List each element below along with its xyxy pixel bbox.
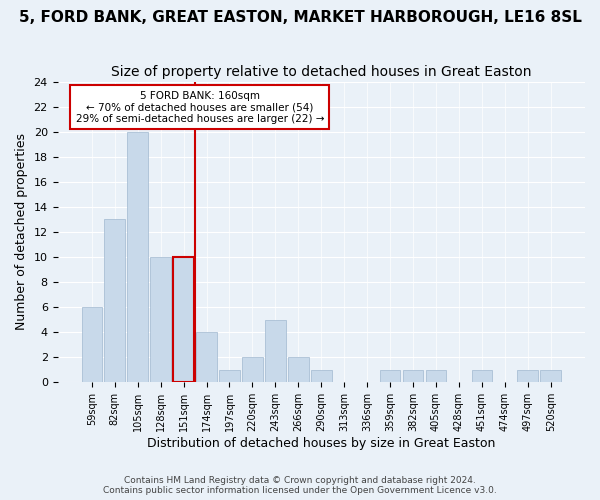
Text: Contains HM Land Registry data © Crown copyright and database right 2024.
Contai: Contains HM Land Registry data © Crown c… xyxy=(103,476,497,495)
Bar xyxy=(196,332,217,382)
Y-axis label: Number of detached properties: Number of detached properties xyxy=(15,134,28,330)
Title: Size of property relative to detached houses in Great Easton: Size of property relative to detached ho… xyxy=(111,65,532,79)
Bar xyxy=(288,358,308,382)
X-axis label: Distribution of detached houses by size in Great Easton: Distribution of detached houses by size … xyxy=(147,437,496,450)
Bar xyxy=(425,370,446,382)
Bar xyxy=(265,320,286,382)
Bar xyxy=(82,307,102,382)
Bar xyxy=(127,132,148,382)
Bar xyxy=(541,370,561,382)
Bar xyxy=(472,370,492,382)
Bar xyxy=(219,370,240,382)
Bar xyxy=(403,370,424,382)
Bar xyxy=(311,370,332,382)
Text: 5 FORD BANK: 160sqm
← 70% of detached houses are smaller (54)
29% of semi-detach: 5 FORD BANK: 160sqm ← 70% of detached ho… xyxy=(76,90,324,124)
Bar xyxy=(173,257,194,382)
Bar xyxy=(104,220,125,382)
Bar xyxy=(242,358,263,382)
Bar xyxy=(380,370,400,382)
Bar xyxy=(517,370,538,382)
Text: 5, FORD BANK, GREAT EASTON, MARKET HARBOROUGH, LE16 8SL: 5, FORD BANK, GREAT EASTON, MARKET HARBO… xyxy=(19,10,581,25)
Bar xyxy=(151,257,171,382)
